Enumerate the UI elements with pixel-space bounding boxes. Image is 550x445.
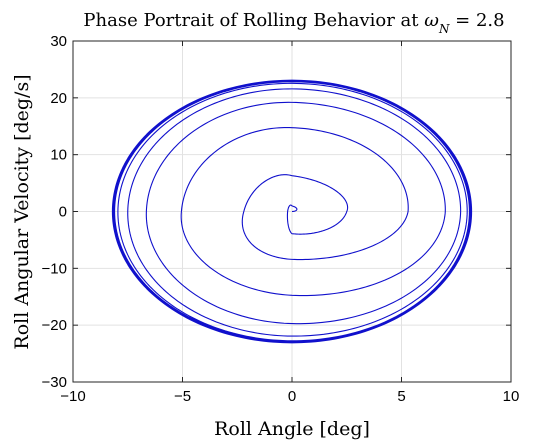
- x-tick-label-2: 0: [288, 388, 296, 405]
- x-tick-label-3: 5: [397, 388, 405, 405]
- x-tick-label-0: −10: [60, 388, 85, 405]
- y-tick-label-4: 10: [50, 147, 67, 164]
- chart-title-suffix: = 2.8: [449, 10, 504, 31]
- y-tick-label-1: −20: [42, 317, 67, 334]
- chart-title-text: Phase Portrait of Rolling Behavior at: [83, 10, 424, 31]
- chart-title: Phase Portrait of Rolling Behavior at ωN…: [83, 10, 504, 36]
- y-tick-label-5: 20: [50, 90, 67, 107]
- series-0-trajectory: [111, 79, 473, 344]
- y-tick-label-0: −30: [42, 374, 67, 391]
- x-axis-title: Roll Angle [deg]: [214, 418, 370, 440]
- y-tick-label-6: 30: [50, 33, 67, 50]
- chart-title-omega: ω: [424, 10, 439, 31]
- x-tick-label-1: −5: [174, 388, 191, 405]
- chart-title-subscript: N: [438, 22, 450, 36]
- data-layer: [111, 79, 473, 344]
- ticks-layer: −10 −5 0 5 10 −30 −20 −10 0 10 20 30: [42, 33, 520, 405]
- y-tick-label-3: 0: [59, 204, 67, 221]
- y-tick-label-2: −10: [42, 260, 67, 277]
- x-tick-label-4: 10: [503, 388, 520, 405]
- y-axis-title: Roll Angular Velocity [deg/s]: [11, 74, 33, 349]
